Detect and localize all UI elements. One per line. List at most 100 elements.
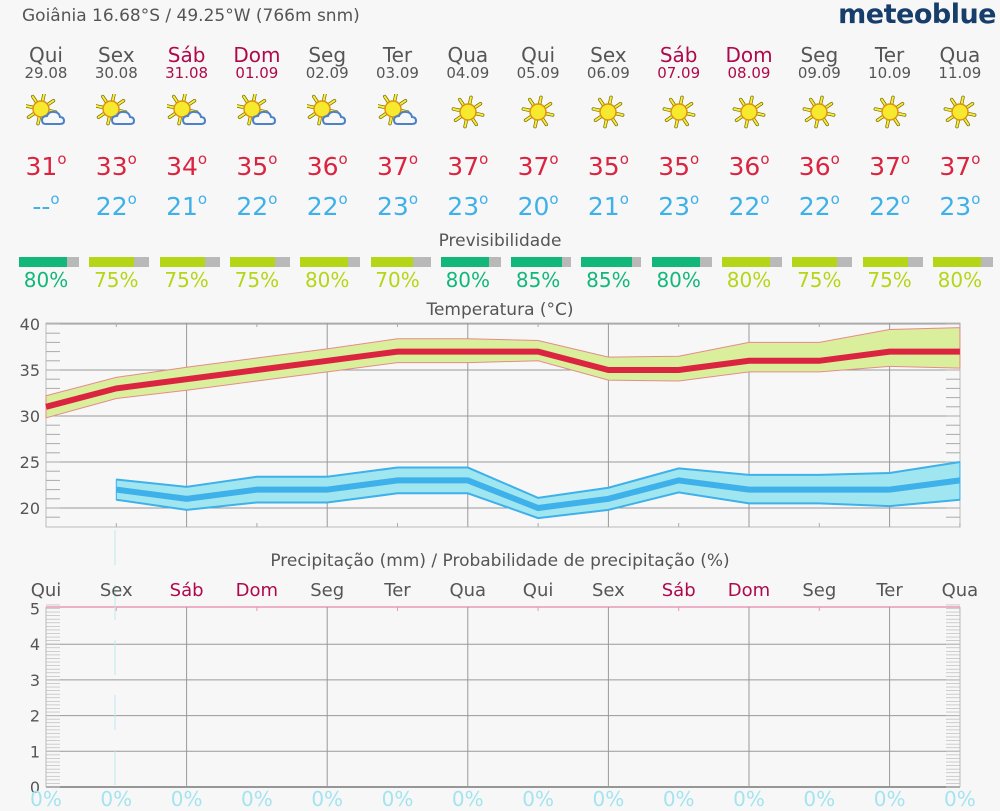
predictability-bar [932, 257, 993, 267]
predictability-value: 80% [726, 268, 772, 292]
sun-icon [433, 94, 503, 130]
precip-day-label: Seg [310, 580, 345, 601]
max-temperature: 37o [939, 150, 981, 181]
max-temperature: 35o [658, 150, 700, 181]
sun-cloud-icon [81, 92, 151, 130]
max-temperature: 33o [95, 150, 137, 181]
predictability-title: Previsibilidade [438, 231, 562, 251]
predictability-value: 75% [94, 268, 139, 292]
day-date: 03.09 [376, 64, 419, 82]
precip-probability: 0% [451, 787, 484, 811]
min-temperature: 22o [869, 190, 911, 221]
precip-probability: 0% [381, 787, 414, 811]
day-name: Qui [521, 43, 556, 67]
min-temperature: 21o [166, 190, 208, 221]
day-name: Qui [29, 43, 63, 67]
precip-day-label: Sex [99, 580, 133, 601]
sun-icon [784, 94, 854, 130]
predictability-value: 80% [937, 268, 983, 292]
precip-day-label: Seg [802, 580, 837, 601]
predictability-value: 85% [515, 268, 561, 292]
precip-probability: 0% [100, 787, 133, 811]
min-temperature: 22o [728, 190, 770, 221]
min-temperature: 22o [798, 190, 840, 221]
day-name: Seg [308, 43, 347, 67]
min-temperature: 22o [95, 190, 137, 221]
precip-probability: 0% [803, 787, 836, 811]
precip-probability: 0% [30, 787, 62, 811]
min-temperature: 22o [236, 190, 278, 221]
svg-text:4: 4 [30, 635, 40, 654]
predictability-value: 80% [656, 268, 701, 292]
min-temperature: 22o [306, 190, 348, 221]
predictability-value: 80% [445, 268, 491, 292]
max-temperature: 37o [377, 150, 418, 181]
precip-day-label: Ter [876, 580, 903, 601]
sun-cloud-icon [292, 92, 362, 130]
day-name: Seg [800, 43, 839, 67]
day-date: 11.09 [938, 64, 982, 82]
precip-probability: 0% [170, 787, 203, 811]
sun-cloud-icon [222, 92, 292, 130]
precip-probability: 0% [733, 787, 765, 811]
meteoblue-logo[interactable]: meteoblue [838, 0, 996, 30]
min-temperature: 21o [587, 190, 629, 221]
predictability-bar [440, 257, 501, 267]
svg-text:5: 5 [30, 600, 40, 619]
predictability-bar [300, 257, 361, 267]
svg-text:0: 0 [30, 778, 40, 797]
sun-icon [573, 94, 643, 130]
predictability-value: 75% [164, 268, 209, 292]
predictability-bar [651, 257, 712, 267]
predictability-value: 75% [867, 268, 912, 292]
min-temperature: 23o [377, 190, 418, 221]
precip-day-label: Qui [30, 580, 62, 601]
min-temperature: 23o [939, 190, 981, 221]
day-date: 29.08 [24, 64, 68, 82]
predictability-value: 80% [304, 268, 350, 292]
sun-icon [855, 94, 925, 130]
precipitation-title: Precipitação (mm) / Probabilidade de pre… [270, 551, 730, 571]
predictability-bar [19, 257, 79, 267]
svg-text:1: 1 [30, 742, 40, 761]
day-name: Sáb [659, 43, 698, 67]
day-name: Ter [874, 43, 905, 67]
day-date: 01.09 [235, 64, 279, 82]
precip-probability: 0% [311, 787, 344, 811]
predictability-bar [229, 257, 290, 267]
day-name: Ter [382, 43, 413, 67]
predictability-bar [722, 257, 782, 267]
max-temperature: 35o [236, 150, 278, 181]
precip-day-label: Sex [591, 580, 625, 601]
precip-day-label: Sáb [661, 580, 696, 601]
max-temperature: 37o [869, 150, 911, 181]
min-temperature: 20o [517, 190, 559, 221]
day-date: 02.09 [305, 64, 349, 82]
day-date: 05.09 [516, 64, 560, 82]
sun-icon [925, 94, 995, 130]
max-temperature: 31o [25, 150, 67, 181]
day-date: 08.09 [727, 64, 771, 82]
precip-day-label: Sáb [169, 580, 204, 601]
predictability-bar [370, 257, 431, 267]
day-name: Sex [98, 43, 135, 67]
day-date: 09.09 [797, 64, 841, 82]
svg-text:3: 3 [30, 671, 40, 690]
max-temperature: 34o [166, 150, 208, 181]
temperature-title: Temperatura (°C) [426, 300, 574, 320]
max-temperature: 36o [306, 150, 348, 181]
precip-probability: 0% [944, 787, 976, 811]
day-name: Sáb [167, 43, 206, 67]
precip-probability: 0% [241, 787, 273, 811]
max-temperature: 37o [447, 150, 489, 181]
precip-day-label: Qua [941, 580, 979, 601]
sun-cloud-icon [152, 92, 222, 130]
day-date: 06.09 [586, 64, 630, 82]
precip-day-label: Qui [522, 580, 554, 601]
precip-day-label: Ter [384, 580, 411, 601]
day-name: Qua [447, 43, 489, 67]
predictability-bar [159, 257, 220, 267]
precip-probability: 0% [662, 787, 695, 811]
precip-day-label: Qua [449, 580, 487, 601]
